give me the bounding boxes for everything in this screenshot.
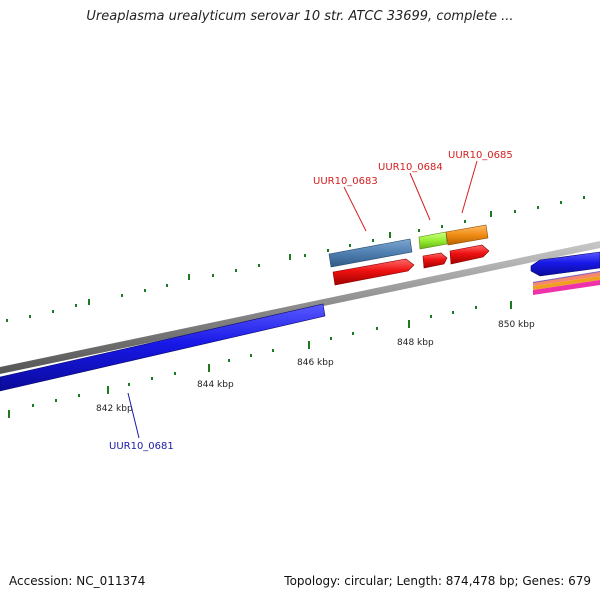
gene-uur10-0683[interactable] [332, 258, 415, 286]
callout-line-uur10-0684 [409, 172, 431, 221]
tick-label-846: 846 kbp [297, 358, 334, 368]
feature-uur10-0684[interactable] [418, 231, 448, 250]
tick-label-850: 850 kbp [498, 320, 535, 330]
callout-line-uur10-0685 [461, 160, 478, 214]
genome-backbone [0, 241, 600, 374]
callout-line-uur10-0681 [127, 392, 140, 439]
callout-line-uur10-0683 [343, 186, 367, 232]
gene-right-blue[interactable] [530, 251, 600, 277]
feature-right-purple[interactable] [533, 271, 600, 283]
tick-label-842: 842 kbp [96, 404, 133, 414]
accession-text: Accession: NC_011374 [9, 574, 146, 588]
tick-label-844: 844 kbp [197, 380, 234, 390]
gene-label-uur10-0683[interactable]: UUR10_0683 [313, 176, 378, 187]
gene-uur10-0681[interactable] [0, 303, 326, 392]
feature-right-orange[interactable] [533, 276, 600, 290]
map-title: Ureaplasma urealyticum serovar 10 str. A… [86, 9, 514, 24]
gene-label-uur10-0681[interactable]: UUR10_0681 [109, 441, 174, 452]
feature-uur10-0683[interactable] [328, 238, 413, 268]
feature-uur10-0685[interactable] [445, 224, 489, 246]
gene-label-uur10-0684[interactable]: UUR10_0684 [378, 162, 443, 173]
tick-marks-inner [8, 301, 512, 418]
tick-label-848: 848 kbp [397, 338, 434, 348]
tick-marks-outer [6, 196, 585, 322]
gene-uur10-0684[interactable] [422, 252, 448, 269]
genome-summary-text: Topology: circular; Length: 874,478 bp; … [284, 574, 591, 588]
gene-label-uur10-0685[interactable]: UUR10_0685 [448, 150, 513, 161]
feature-right-pink[interactable] [533, 280, 600, 295]
feature-right-salmon[interactable] [533, 272, 600, 286]
gene-uur10-0685[interactable] [449, 244, 490, 265]
